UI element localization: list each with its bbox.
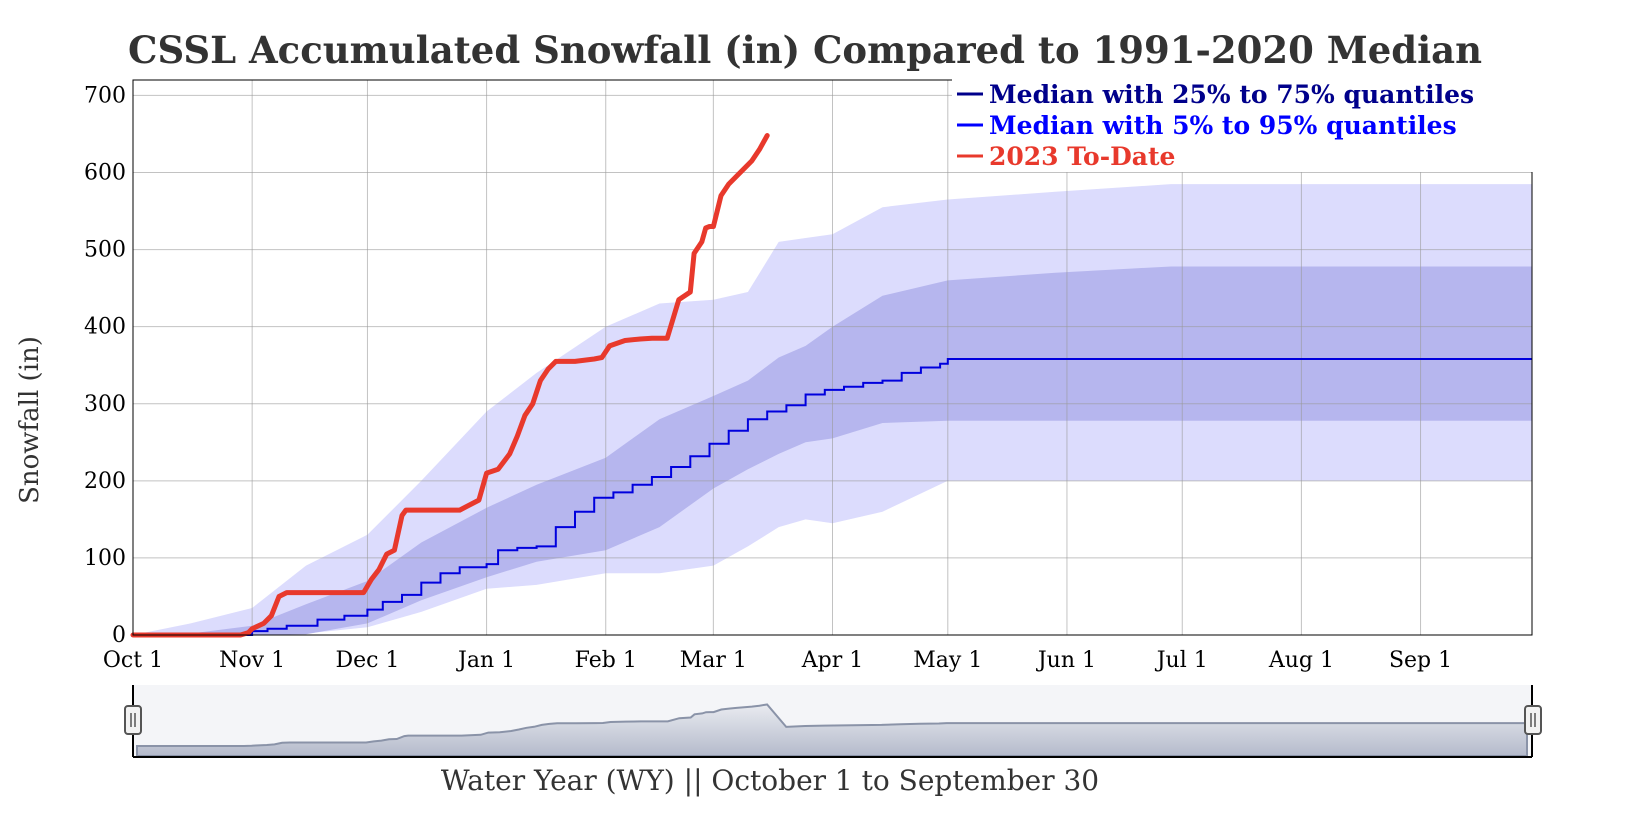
legend-item-label: Median with 5% to 95% quantiles bbox=[989, 111, 1457, 140]
range-selector[interactable] bbox=[124, 685, 1542, 758]
x-axis-ticks: Oct 1 Nov 1 Dec 1 Jan 1 Feb 1 Mar 1 Apr 1 May 1… bbox=[103, 648, 1452, 673]
y-tick-label: 400 bbox=[84, 315, 126, 340]
median-line bbox=[133, 358, 1532, 636]
y-axis-ticks: 0 100 200 300 400 500 600 700 bbox=[84, 83, 126, 648]
range-handle-left[interactable] bbox=[124, 705, 142, 735]
x-tick-label: Apr 1 bbox=[801, 648, 863, 673]
plot-frame bbox=[132, 79, 1533, 636]
legend-item-label: 2023 To-Date bbox=[989, 142, 1175, 171]
y-tick-label: 600 bbox=[84, 161, 126, 186]
grid-lines bbox=[133, 80, 1532, 635]
y-tick-label: 0 bbox=[112, 623, 126, 648]
x-tick-label: Sep 1 bbox=[1389, 648, 1452, 673]
range-selector-preview bbox=[136, 703, 1528, 757]
legend-item-label: Median with 25% to 75% quantiles bbox=[989, 80, 1474, 109]
x-tick-label: Feb 1 bbox=[575, 648, 637, 673]
legend-background bbox=[952, 76, 1534, 172]
chart-title: CSSL Accumulated Snowfall (in) Compared … bbox=[128, 28, 1482, 72]
x-tick-label: Jul 1 bbox=[1155, 648, 1208, 673]
x-axis-label: Water Year (WY) || October 1 to Septembe… bbox=[441, 764, 1099, 797]
series-lines bbox=[130, 133, 1532, 638]
x-tick-label: Jan 1 bbox=[456, 648, 515, 673]
x-tick-label: Dec 1 bbox=[335, 648, 399, 673]
current-year-line bbox=[130, 133, 770, 638]
y-tick-label: 100 bbox=[84, 546, 126, 571]
x-tick-label: May 1 bbox=[913, 648, 982, 673]
y-axis-label: Snowfall (in) bbox=[15, 336, 45, 504]
x-tick-label: Mar 1 bbox=[680, 648, 747, 673]
plot-area bbox=[130, 79, 1533, 638]
y-tick-label: 700 bbox=[84, 83, 126, 108]
x-tick-label: Jun 1 bbox=[1036, 648, 1096, 673]
y-tick-label: 200 bbox=[84, 469, 126, 494]
x-tick-label: Nov 1 bbox=[219, 648, 285, 673]
range-handle-right[interactable] bbox=[1524, 705, 1542, 735]
y-tick-label: 300 bbox=[84, 392, 126, 417]
x-tick-label: Oct 1 bbox=[103, 648, 163, 673]
y-tick-label: 500 bbox=[84, 238, 126, 263]
x-tick-label: Aug 1 bbox=[1268, 648, 1334, 673]
